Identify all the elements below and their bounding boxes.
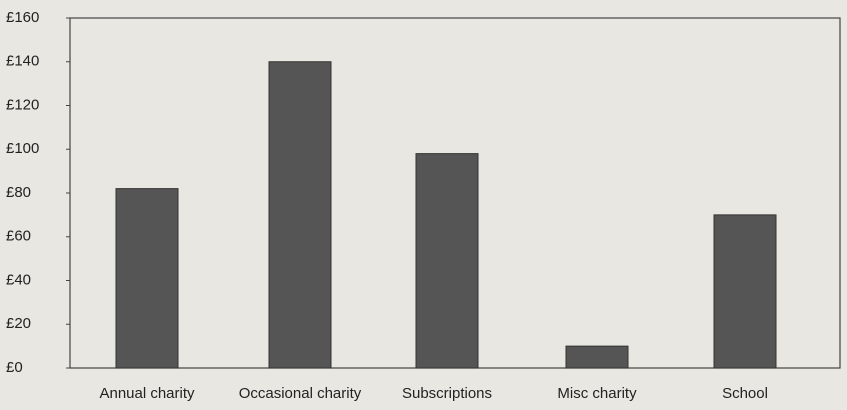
bar xyxy=(415,153,479,369)
y-tick-label: £60 xyxy=(6,228,31,245)
x-tick-label: Subscriptions xyxy=(402,385,492,402)
y-tick-label: £40 xyxy=(6,271,31,288)
x-tick-label: Occasional charity xyxy=(239,385,362,402)
bar xyxy=(565,345,629,369)
x-tick-label: Annual charity xyxy=(99,385,195,402)
y-tick-label: £80 xyxy=(6,184,31,201)
bar xyxy=(713,214,777,369)
y-tick-label: £100 xyxy=(6,140,39,157)
y-tick-label: £160 xyxy=(6,9,39,26)
y-tick-label: £20 xyxy=(6,315,31,332)
x-tick-label: School xyxy=(722,385,768,402)
y-tick-label: £0 xyxy=(6,359,23,376)
y-tick-label: £140 xyxy=(6,53,39,70)
y-tick-label: £120 xyxy=(6,96,39,113)
bar xyxy=(115,188,179,369)
x-tick-label: Misc charity xyxy=(557,385,637,402)
bar xyxy=(268,61,332,369)
